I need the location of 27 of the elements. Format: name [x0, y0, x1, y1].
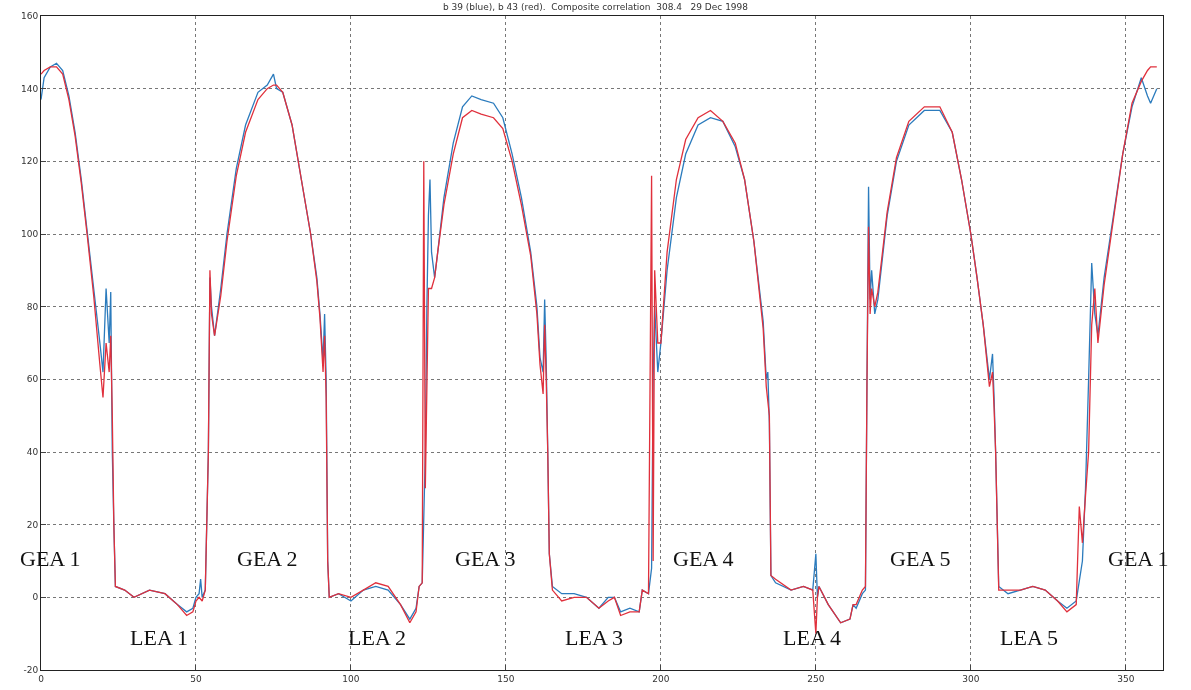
- y-tick-label: 60: [26, 374, 39, 385]
- y-tick-label: -20: [23, 665, 39, 676]
- y-tick-label: 100: [21, 229, 39, 240]
- x-tick-label: 200: [652, 673, 670, 684]
- x-tick-label: 100: [342, 673, 360, 684]
- annotation: GEA 2: [237, 546, 298, 571]
- y-tick-label: 160: [21, 11, 39, 22]
- annotation: GEA 3: [455, 546, 516, 571]
- annotation: LEA 2: [348, 625, 407, 650]
- y-tick-label: 140: [21, 83, 39, 94]
- y-tick-label: 20: [26, 519, 39, 530]
- x-tick-label: 50: [190, 673, 202, 684]
- annotation: LEA 1: [130, 625, 189, 650]
- chart-title: b 39 (blue), b 43 (red). Composite correlation 308.4 29 Dec 1998: [442, 1, 749, 12]
- x-tick-label: 250: [807, 673, 825, 684]
- annotation: LEA 5: [1000, 625, 1059, 650]
- y-tick-label: 120: [21, 156, 39, 167]
- annotation: GEA 4: [673, 546, 734, 571]
- y-tick-label: 40: [26, 447, 39, 458]
- annotation: GEA 5: [890, 546, 951, 571]
- y-tick-label: 0: [32, 592, 39, 603]
- annotation: LEA 3: [565, 625, 624, 650]
- y-tick-label: 80: [26, 301, 39, 312]
- x-tick-label: 350: [1117, 673, 1135, 684]
- x-tick-label: 150: [497, 673, 515, 684]
- annotation: LEA 4: [783, 625, 842, 650]
- x-tick-label: 300: [962, 673, 980, 684]
